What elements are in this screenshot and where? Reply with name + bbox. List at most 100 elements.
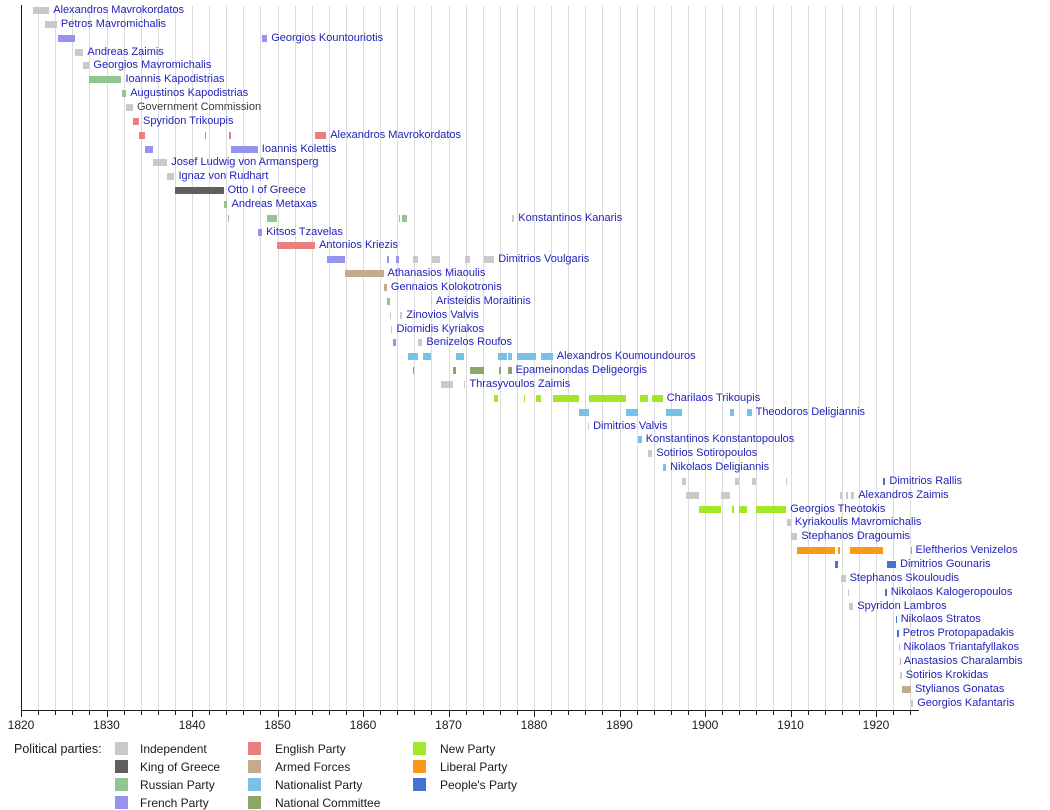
pm-name-label[interactable]: Sotirios Sotiropoulos <box>656 447 758 460</box>
pm-name-label[interactable]: Dimitrios Voulgaris <box>498 253 590 266</box>
term-bar <box>523 394 525 402</box>
pm-name-label[interactable]: Theodoros Deligiannis <box>755 405 866 418</box>
term-bar <box>57 34 75 42</box>
pm-name-label[interactable]: Spyridon Lambros <box>857 599 947 612</box>
term-bar <box>452 367 457 375</box>
pm-name-label[interactable]: Stephanos Skouloudis <box>849 571 960 584</box>
gridline <box>807 6 809 710</box>
term-bar <box>398 214 401 222</box>
pm-name-label[interactable]: Epameinondas Deligeorgis <box>515 364 648 377</box>
gridline <box>448 6 450 710</box>
term-bar <box>431 256 441 264</box>
axis-tick <box>705 711 706 717</box>
pm-name-label[interactable]: Eleftherios Venizelos <box>915 544 1018 557</box>
pm-name-label[interactable]: Thrasyvoulos Zaimis <box>469 377 571 390</box>
term-bar <box>579 408 589 416</box>
axis-tick <box>140 711 142 715</box>
term-bar <box>885 588 887 596</box>
pm-name-label[interactable]: Konstantinos Konstantopoulos <box>645 433 795 446</box>
term-bar <box>734 477 739 485</box>
term-bar <box>431 297 433 305</box>
pm-name-label[interactable]: Charilaos Trikoupis <box>666 391 761 404</box>
pm-name-label[interactable]: Augustinos Kapodistrias <box>130 87 249 100</box>
term-bar <box>786 477 788 485</box>
term-bar <box>751 477 756 485</box>
pm-name-label[interactable]: Aristeidis Moraitinis <box>436 294 531 307</box>
pm-name-label[interactable]: Alexandros Mavrokordatos <box>330 128 462 141</box>
pm-name-label[interactable]: Antonios Kriezis <box>319 239 398 252</box>
axis-tick <box>72 711 74 715</box>
axis-tick-label: 1880 <box>520 718 548 732</box>
pm-name-label[interactable]: Petros Mavromichalis <box>60 17 167 30</box>
axis-tick <box>568 711 570 715</box>
term-bar <box>720 491 730 499</box>
pm-name-label[interactable]: Kyriakoulis Mavromichalis <box>794 516 922 529</box>
pm-name-label[interactable]: Andreas Metaxas <box>231 197 318 210</box>
pm-name-label[interactable]: Nikolaos Stratos <box>900 613 981 626</box>
axis-tick <box>790 711 792 717</box>
pm-name-label[interactable]: Konstantinos Kanaris <box>518 211 623 224</box>
gridline <box>568 6 570 710</box>
axis-tick <box>722 711 724 715</box>
pm-name-label[interactable]: Andreas Zaimis <box>87 45 164 58</box>
pm-name-label[interactable]: Nikolaos Deligiannis <box>670 461 770 474</box>
term-bar <box>507 367 512 375</box>
gridline <box>876 6 877 710</box>
pm-name-label[interactable]: Zinovios Valvis <box>406 308 479 321</box>
pm-name-label[interactable]: Stephanos Dragoumis <box>801 530 911 543</box>
pm-name-label[interactable]: Georgios Theotokis <box>790 502 886 515</box>
pm-name-label[interactable]: Alexandros Mavrokordatos <box>53 4 185 16</box>
pm-name-label[interactable]: Alexandros Koumoundouros <box>556 350 696 363</box>
gridline <box>482 6 484 710</box>
pm-name-label[interactable]: Dimitrios Rallis <box>889 474 963 487</box>
pm-name-label[interactable]: Ioannis Kapodistrias <box>125 73 225 86</box>
axis-tick <box>858 711 860 715</box>
axis-tick <box>448 711 450 717</box>
axis-tick <box>807 711 809 715</box>
pm-name-label[interactable]: Benizelos Roufos <box>426 336 512 349</box>
pm-name-label[interactable]: Anastasios Charalambis <box>903 654 1023 667</box>
pm-name-label[interactable]: Josef Ludwig von Armansperg <box>171 156 319 169</box>
legend-label-rus: Russian Party <box>140 778 215 792</box>
pm-name-label[interactable]: Nikolaos Triantafyllakos <box>903 641 1020 654</box>
term-bar <box>121 90 127 98</box>
term-bar <box>262 34 268 42</box>
pm-name-label[interactable]: Georgios Kountouriotis <box>271 31 384 44</box>
axis-tick <box>534 711 535 717</box>
pm-name-label[interactable]: Sotirios Krokidas <box>905 668 989 681</box>
pm-name-label[interactable]: Otto I of Greece <box>227 184 306 196</box>
pm-name-label[interactable]: Dimitrios Gounaris <box>900 558 991 570</box>
pm-name-label[interactable]: Kitsos Tzavelas <box>266 225 343 238</box>
pm-name-label[interactable]: Alexandros Zaimis <box>858 488 949 501</box>
legend-label-new: New Party <box>440 742 496 756</box>
pm-name-label[interactable]: Nikolaos Kalogeropoulos <box>890 585 1013 598</box>
axis-tick <box>157 711 159 715</box>
gridline <box>739 6 741 710</box>
pm-name-label[interactable]: Petros Protopapadakis <box>902 627 1014 640</box>
gridline <box>790 6 792 710</box>
pm-name-label[interactable]: Athanasios Miaoulis <box>387 267 486 280</box>
gridline <box>756 6 758 710</box>
pm-name-label[interactable]: Ioannis Kolettis <box>261 142 337 155</box>
pm-name-label[interactable]: Georgios Mavromichalis <box>93 59 212 72</box>
gridline <box>653 6 655 710</box>
term-bar <box>152 159 168 167</box>
pm-name-label[interactable]: Stylianos Gonatas <box>915 682 1005 695</box>
pm-name-label[interactable]: Diomidis Kyriakos <box>396 322 484 335</box>
pm-name-label[interactable]: Georgios Kafantaris <box>917 696 1015 709</box>
pm-name-label[interactable]: Gennaios Kolokotronis <box>390 281 502 293</box>
term-bar <box>498 353 508 361</box>
term-bar <box>552 394 580 402</box>
pm-name-label[interactable]: Spyridon Trikoupis <box>143 114 234 127</box>
pm-name-label[interactable]: Dimitrios Valvis <box>593 419 668 432</box>
gridline <box>89 6 91 710</box>
axis-tick <box>277 711 279 717</box>
axis-tick <box>414 711 416 715</box>
term-bar <box>507 353 512 361</box>
pm-name-label[interactable]: Ignaz von Rudhart <box>178 170 269 183</box>
gridline <box>670 6 672 710</box>
term-bar <box>640 394 649 402</box>
gridline <box>294 6 296 710</box>
term-bar <box>588 394 627 402</box>
